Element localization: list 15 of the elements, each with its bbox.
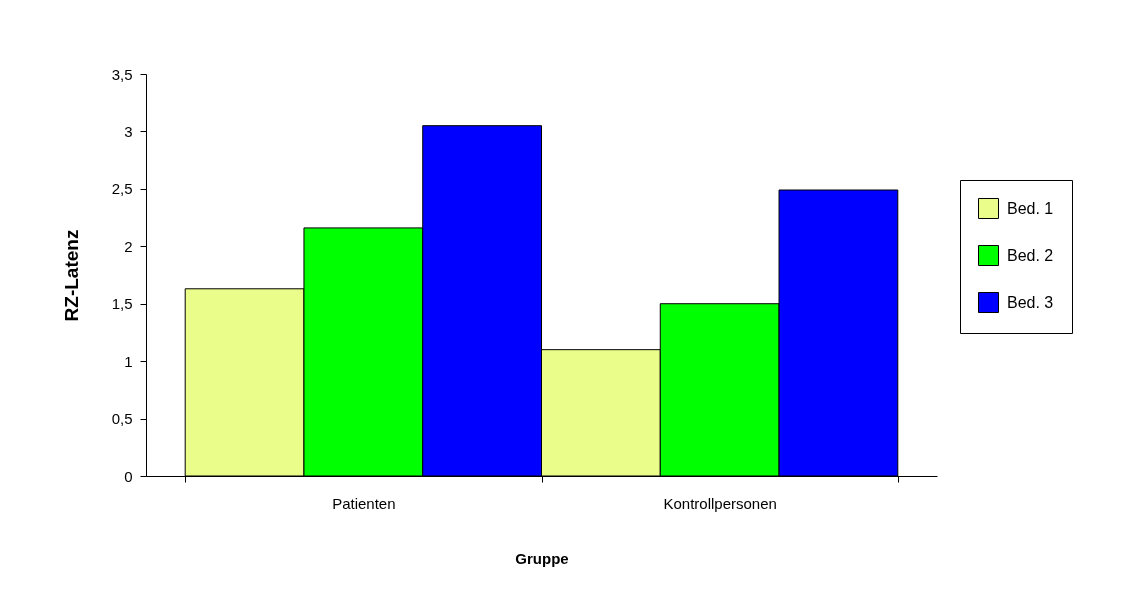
x-axis-title: Gruppe [515,549,569,567]
x-tick-label: Kontrollpersonen [663,494,777,512]
y-tick-label: 1,5 [111,295,133,313]
y-axis-title: RZ-Latenz [60,229,82,322]
x-tick-label: Patienten [332,494,396,512]
y-tick-label: 1 [124,352,133,370]
y-tick-label: 2,5 [111,180,133,198]
legend-label: Bed. 2 [1007,246,1054,264]
y-tick-label: 3 [124,122,133,140]
y-tick-label: 0,5 [111,410,133,428]
legend-label: Bed. 1 [1007,199,1054,217]
y-tick-label: 3,5 [111,65,133,83]
y-tick-label: 0 [124,467,133,485]
legend-label: Bed. 3 [1007,293,1054,311]
y-tick-label: 2 [124,237,133,255]
